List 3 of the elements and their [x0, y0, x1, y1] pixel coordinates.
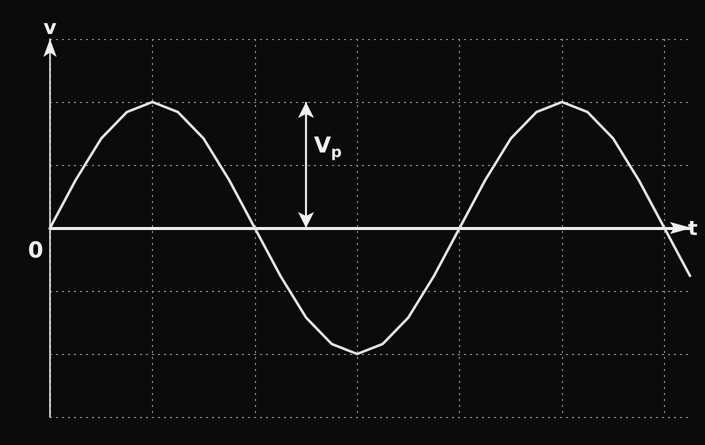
text: 0: [28, 238, 44, 264]
x-axis-title: t: [688, 216, 698, 240]
y-axis-title: v: [43, 15, 57, 39]
